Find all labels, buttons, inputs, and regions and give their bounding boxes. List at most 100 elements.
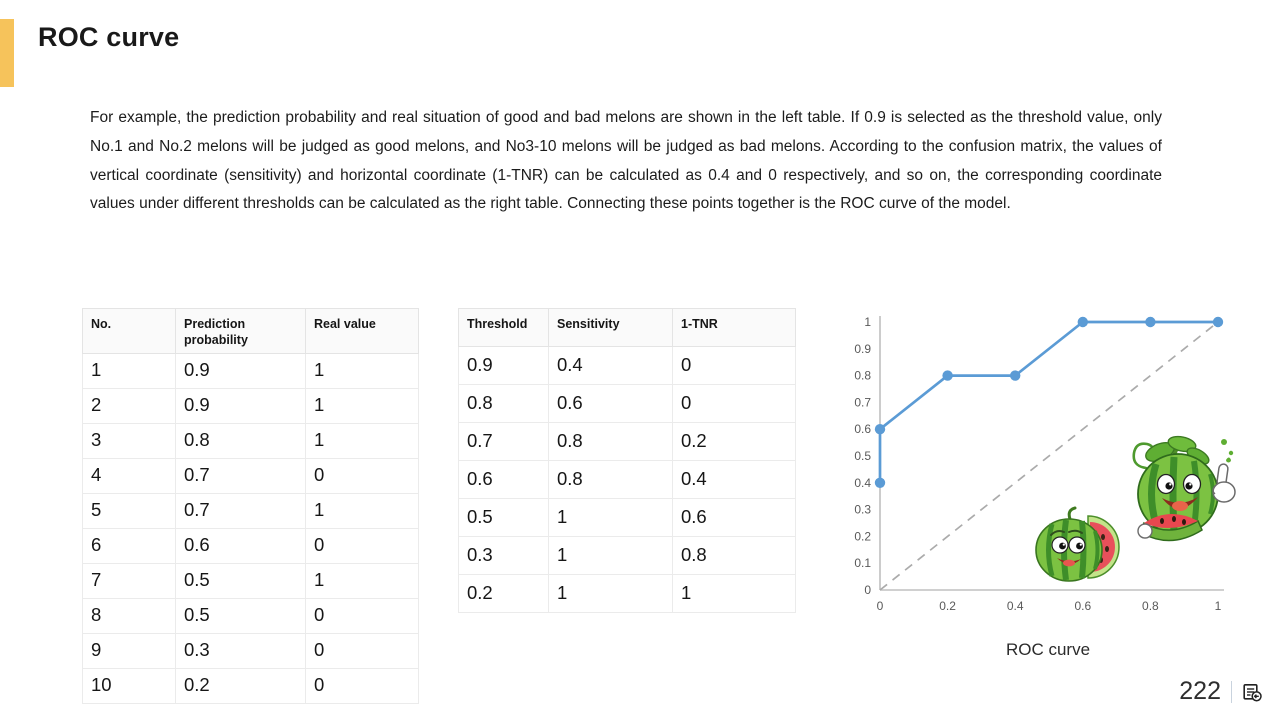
data-point-marker (874, 424, 886, 435)
title-accent-bar (0, 19, 14, 87)
column-header: Real value (305, 308, 419, 354)
table-row: 6 0.6 0 (82, 527, 419, 564)
table-cell: 1 (305, 422, 419, 459)
table-cell: 0.8 (548, 422, 673, 461)
table-cell: 0.5 (458, 498, 549, 537)
table-cell: 0.8 (548, 460, 673, 499)
watermelon-large-image (1132, 435, 1236, 542)
slide-notes-icon[interactable] (1242, 682, 1262, 702)
table-row: 0.9 0.4 0 (458, 346, 796, 385)
table-cell: 4 (82, 457, 176, 494)
watermelon-small-image (1035, 506, 1120, 582)
roc-chart-plot: 0 0.1 0.2 0.3 0.4 0.5 0.6 0.7 0.8 0.9 1 0 0.2 0.4 0.6 0… (854, 315, 1224, 613)
column-header: Prediction probability (175, 308, 306, 354)
table-row: 1 0.9 1 (82, 352, 419, 389)
page-number: 222 (1179, 677, 1221, 705)
table-cell: 0.6 (175, 527, 306, 564)
threshold-coordinates-table: Threshold Sensitivity 1-TNR 0.9 0.4 0 0.8 0.6 0 0… (458, 308, 796, 613)
column-header: Sensitivity (548, 308, 673, 347)
table-row: 9 0.3 0 (82, 632, 419, 669)
table-cell: 0.5 (175, 597, 306, 634)
table-cell: 1 (548, 536, 673, 575)
table-cell: 0.5 (175, 562, 306, 599)
x-axis-tick-label: 0 (877, 599, 884, 613)
table-cell: 7 (82, 562, 176, 599)
data-point-marker (874, 477, 886, 488)
table-cell: 1 (672, 574, 796, 613)
y-axis-tick-label: 0.1 (854, 556, 871, 570)
y-axis-tick-label: 0.8 (854, 369, 871, 383)
x-axis-tick-label: 0.4 (1007, 599, 1024, 613)
chart-caption: ROC curve (1005, 640, 1091, 659)
data-point-marker (1010, 370, 1021, 381)
column-header: No. (82, 308, 176, 354)
table-cell: 0 (305, 632, 419, 669)
page-title: ROC curve (38, 22, 180, 52)
data-point-marker (1212, 316, 1224, 328)
table-row: 7 0.5 1 (82, 562, 419, 599)
table-row: 4 0.7 0 (82, 457, 419, 494)
table-cell: 1 (82, 352, 176, 389)
table-cell: 0.2 (672, 422, 796, 461)
table-row: 8 0.5 0 (82, 597, 419, 634)
table-cell: 0.8 (175, 422, 306, 459)
table-cell: 0.7 (175, 457, 306, 494)
table-cell: 8 (82, 597, 176, 634)
table-cell: 1 (305, 562, 419, 599)
diagonal-reference-line (879, 321, 1219, 591)
table-cell: 0.3 (175, 632, 306, 669)
table-cell: 0.6 (548, 384, 673, 423)
table-row: 0.8 0.6 0 (458, 384, 796, 423)
table-cell: 6 (82, 527, 176, 564)
table-cell: 2 (82, 387, 176, 424)
table-cell: 0.8 (458, 384, 549, 423)
table-cell: 1 (305, 492, 419, 529)
y-axis-tick-label: 0 (864, 583, 871, 597)
table-cell: 0.6 (672, 498, 796, 537)
x-axis-tick-label: 0.8 (1142, 599, 1159, 613)
x-axis-tick-label: 0.6 (1074, 599, 1091, 613)
column-header: Threshold (458, 308, 549, 347)
table-row: 10 0.2 0 (82, 667, 419, 704)
table-cell: 0.9 (175, 387, 306, 424)
table-cell: 3 (82, 422, 176, 459)
table-row: 0.7 0.8 0.2 (458, 422, 796, 461)
table-cell: 0.2 (458, 574, 549, 613)
x-axis-tick-label: 0.2 (939, 599, 956, 613)
table-cell: 5 (82, 492, 176, 529)
table-cell: 10 (82, 667, 176, 704)
table-row: 0.6 0.8 0.4 (458, 460, 796, 499)
data-point-marker (1145, 316, 1156, 328)
data-point-marker (942, 370, 953, 381)
x-axis-tick-label: 1 (1215, 599, 1222, 613)
table-cell: 0.9 (458, 346, 549, 385)
table-cell: 0.6 (458, 460, 549, 499)
table-row: 0.5 1 0.6 (458, 498, 796, 537)
table-cell: 0 (305, 667, 419, 704)
table-cell: 0.4 (548, 346, 673, 385)
y-axis-tick-label: 1 (864, 315, 871, 329)
table-cell: 0.9 (175, 352, 306, 389)
y-axis-tick-label: 0.9 (854, 342, 871, 356)
table-cell: 0.2 (175, 667, 306, 704)
table-row: 3 0.8 1 (82, 422, 419, 459)
footer-divider (1231, 680, 1232, 703)
y-axis-tick-label: 0.2 (854, 529, 871, 543)
y-axis-tick-label: 0.6 (854, 422, 871, 436)
body-paragraph: For example, the prediction probability … (90, 109, 1162, 213)
table-cell: 0 (305, 597, 419, 634)
table-cell: 0.7 (175, 492, 306, 529)
table-cell: 1 (305, 352, 419, 389)
table-row: 5 0.7 1 (82, 492, 419, 529)
roc-chart: 0 0.1 0.2 0.3 0.4 0.5 0.6 0.7 0.8 0.9 1 0 0.2 0.4 0.6 0… (828, 310, 1280, 659)
melon-prediction-table: No. Prediction probability Real value 1 0.9 1… (82, 308, 419, 704)
y-axis-tick-label: 0.7 (854, 395, 871, 409)
table-row: 2 0.9 1 (82, 387, 419, 424)
table-cell: 0.7 (458, 422, 549, 461)
table-cell: 0 (672, 384, 796, 423)
table-cell: 0 (305, 457, 419, 494)
table-row: 0.2 1 1 (458, 574, 796, 613)
y-axis-tick-label: 0.3 (854, 503, 871, 517)
column-header: 1-TNR (672, 308, 796, 347)
